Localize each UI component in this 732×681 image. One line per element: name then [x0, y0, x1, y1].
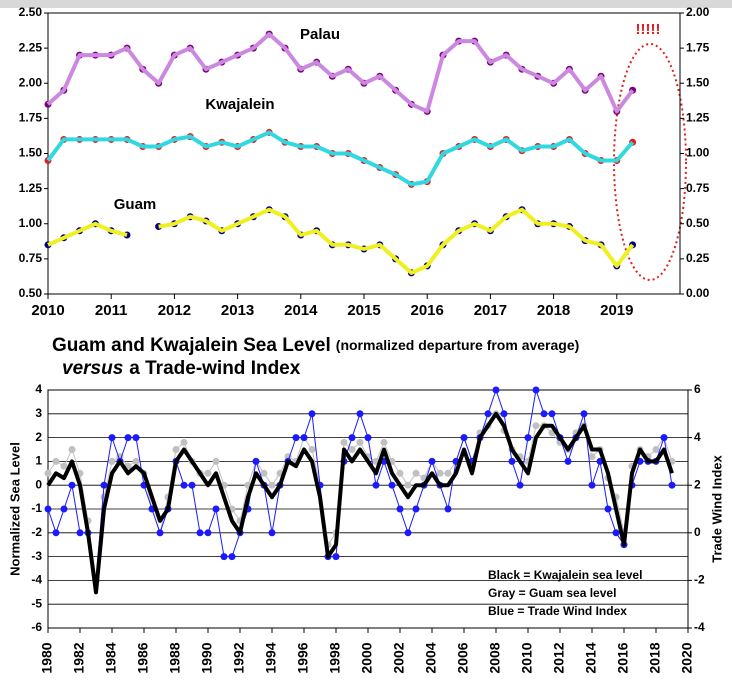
y-tick-label: -4 — [31, 573, 42, 587]
series-line — [46, 411, 674, 595]
y-tick-label: -5 — [31, 596, 42, 610]
y-tick-label: -2 — [31, 525, 42, 539]
x-tick-label: 1980 — [39, 642, 55, 673]
y-tick-label: 1.00 — [19, 216, 43, 230]
x-tick-label: 2020 — [679, 642, 695, 673]
highlight-ellipse — [613, 43, 687, 281]
y-tick-label: 2.50 — [19, 5, 43, 19]
y-tick-label: -3 — [31, 549, 42, 563]
x-tick-label: 2014 — [583, 642, 599, 673]
series-label: Guam — [114, 196, 157, 213]
x-tick-label: 2010 — [31, 302, 64, 319]
x-tick-label: 1994 — [263, 642, 279, 673]
y2-tick-label: 1.50 — [686, 75, 710, 89]
x-tick-label: 1996 — [295, 642, 311, 673]
y-tick-label: 0 — [35, 477, 42, 491]
legend-entry: Gray = Guam sea level — [488, 586, 616, 600]
x-tick-label: 1984 — [103, 642, 119, 673]
series-line — [47, 207, 635, 275]
series-label: Palau — [300, 26, 340, 43]
chart-subtitle: versus a Trade-wind Index — [62, 358, 301, 379]
chart-title: Guam and Kwajalein Sea Level (normalized … — [52, 335, 579, 356]
y2-tick-label: -4 — [694, 620, 705, 634]
y-tick-label: 0.50 — [19, 286, 43, 300]
x-tick-label: 2004 — [423, 642, 439, 673]
series-line — [46, 32, 635, 114]
y-tick-label: 1 — [35, 454, 42, 468]
top-band — [0, 0, 732, 8]
y2-tick-label: 1.25 — [686, 111, 710, 125]
legend-entry: Black = Kwajalein sea level — [488, 568, 642, 582]
x-tick-label: 1998 — [327, 642, 343, 673]
y2-tick-label: 0 — [694, 525, 701, 539]
y2-tick-label: 0.50 — [686, 216, 710, 230]
title-main: Guam and Kwajalein Sea Level — [52, 335, 331, 356]
title-note: (normalized departure from average) — [336, 337, 580, 353]
series-label: Kwajalein — [205, 96, 274, 113]
x-tick-label: 2006 — [455, 642, 471, 673]
y-tick-label: 2 — [35, 430, 42, 444]
y-tick-label: 4 — [35, 382, 42, 396]
y-tick-label: 3 — [35, 406, 42, 420]
y2-tick-label: 2 — [694, 477, 701, 491]
x-tick-label: 1986 — [135, 642, 151, 673]
subtitle-emphasis: versus — [62, 358, 123, 379]
y2-axis-label: Trade Wind Index — [709, 454, 724, 562]
x-tick-label: 2012 — [551, 642, 567, 673]
subtitle-text: a Trade-wind Index — [129, 358, 300, 379]
y2-tick-label: 4 — [694, 430, 701, 444]
y-tick-label: -6 — [31, 620, 42, 634]
y2-tick-label: -2 — [694, 573, 705, 587]
y2-tick-label: 0.00 — [686, 286, 710, 300]
x-tick-label: 2019 — [600, 302, 633, 319]
x-tick-label: 2015 — [347, 302, 380, 319]
y2-tick-label: 6 — [694, 382, 701, 396]
legend-entry: Blue = Trade Wind Index — [488, 604, 627, 618]
x-tick-label: 2018 — [647, 642, 663, 673]
y-tick-label: 2.00 — [19, 75, 43, 89]
x-tick-label: 2002 — [391, 642, 407, 673]
series-line — [47, 389, 673, 581]
x-tick-label: 2008 — [487, 642, 503, 673]
annotation: !!!!! — [636, 21, 661, 38]
x-tick-label: 2000 — [359, 642, 375, 673]
y-tick-label: 1.75 — [19, 111, 43, 125]
x-tick-label: 1982 — [71, 642, 87, 673]
x-tick-label: 2016 — [411, 302, 444, 319]
x-tick-label: 1992 — [231, 642, 247, 673]
y2-tick-label: 1.00 — [686, 146, 710, 160]
y-tick-label: 1.50 — [19, 146, 43, 160]
x-tick-label: 2017 — [474, 302, 507, 319]
y2-tick-label: 2.00 — [686, 5, 710, 19]
x-tick-label: 2011 — [95, 302, 128, 319]
x-tick-label: 2012 — [158, 302, 191, 319]
y2-tick-label: 0.75 — [686, 181, 710, 195]
y-tick-label: 1.25 — [19, 181, 43, 195]
x-tick-label: 2013 — [221, 302, 254, 319]
x-tick-label: 1990 — [199, 642, 215, 673]
x-tick-label: 2018 — [537, 302, 570, 319]
series-line — [46, 130, 635, 187]
y-tick-label: 2.25 — [19, 40, 43, 54]
x-tick-label: 2016 — [615, 642, 631, 673]
y2-tick-label: 0.25 — [686, 251, 710, 265]
y-tick-label: 0.75 — [19, 251, 43, 265]
y-tick-label: -1 — [31, 501, 42, 515]
x-tick-label: 1988 — [167, 642, 183, 673]
y-axis-label: Normalized Sea Level — [7, 442, 22, 576]
y2-tick-label: 1.75 — [686, 40, 710, 54]
x-tick-label: 2014 — [284, 302, 318, 319]
x-tick-label: 2010 — [519, 642, 535, 673]
